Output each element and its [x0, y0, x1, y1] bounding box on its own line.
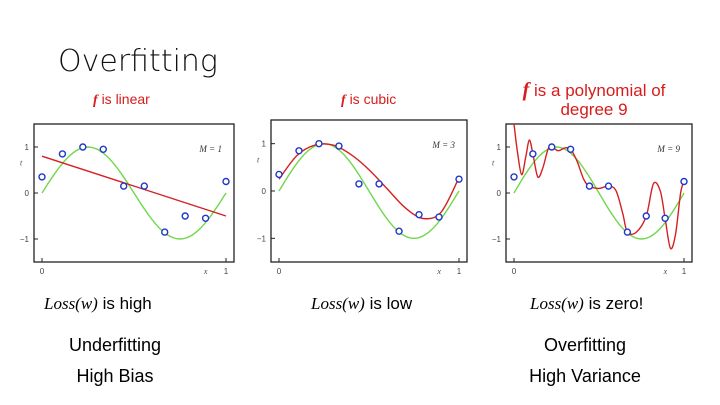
y-axis-label: t — [492, 158, 495, 167]
data-point — [585, 182, 594, 190]
fitted-curve-line — [278, 143, 460, 220]
true-function-line — [278, 142, 460, 240]
y-tick-label: −1 — [257, 234, 267, 243]
data-point — [375, 180, 383, 188]
f-symbol: f — [341, 93, 346, 108]
data-point — [275, 170, 283, 179]
data-point — [315, 139, 323, 148]
x-tick-label: 0 — [277, 267, 282, 276]
data-point — [566, 145, 575, 153]
underfitting-note: Underfitting High Bias — [40, 330, 190, 392]
true-function-line — [513, 146, 685, 240]
x-tick-label: 0 — [512, 267, 517, 276]
data-point — [529, 150, 537, 158]
y-tick-label: −1 — [20, 235, 30, 244]
data-point — [181, 212, 189, 220]
loss-label-linear: Loss(w) is high — [44, 294, 152, 314]
y-tick-label: −1 — [492, 235, 502, 244]
panel-2-title: f is cubic — [341, 92, 396, 109]
panel-3-title: f is a polynomial of degree 9 — [514, 80, 674, 119]
data-point — [119, 182, 128, 190]
loss-label-degree-9: Loss(w) is zero! — [530, 294, 643, 314]
x-tick-label: 1 — [457, 267, 462, 276]
fitted-curve-line — [41, 155, 227, 217]
data-point — [435, 213, 443, 221]
y-axis-label: t — [20, 158, 23, 167]
model-label: M = 3 — [431, 140, 455, 150]
panel-1-title-text: is linear — [101, 91, 150, 107]
x-tick-label: 1 — [682, 267, 687, 276]
slide-title: Overfitting — [58, 44, 218, 79]
data-point — [415, 210, 423, 219]
x-tick-label: 1 — [224, 267, 229, 276]
data-point — [355, 180, 363, 188]
data-point — [680, 177, 688, 186]
y-tick-label: 0 — [497, 189, 502, 198]
y-tick-label: 0 — [262, 187, 267, 196]
data-point — [161, 228, 169, 236]
model-label: M = 1 — [198, 144, 222, 154]
loss-expression: Loss(w) — [44, 294, 98, 313]
data-point — [58, 150, 67, 158]
plot-degree-9: 1 0 −1 t 0 1 x M = 9 — [492, 123, 693, 276]
model-label: M = 9 — [656, 144, 680, 154]
f-symbol: f — [522, 79, 530, 101]
overfitting-note: Overfitting High Variance — [510, 330, 660, 392]
loss-expression: Loss(w) — [311, 294, 365, 313]
high-variance-label: High Variance — [529, 366, 641, 386]
data-point — [604, 182, 613, 190]
x-tick-label: 0 — [40, 267, 45, 276]
plot-cubic: 1 0 −1 t 0 1 x M = 3 — [257, 119, 468, 276]
x-axis-label: x — [203, 267, 208, 276]
data-point — [623, 228, 632, 236]
data-point — [395, 227, 403, 235]
data-point — [222, 177, 230, 186]
plot-linear: 1 0 −1 t 0 1 x M = 1 — [20, 123, 235, 276]
y-tick-label: 1 — [25, 143, 30, 152]
loss-value: is low — [369, 294, 413, 313]
underfitting-label: Underfitting — [68, 335, 162, 355]
loss-expression: Loss(w) — [530, 294, 584, 313]
x-axis-label: x — [436, 267, 441, 276]
data-point — [510, 173, 518, 181]
f-symbol: f — [93, 93, 98, 108]
data-point — [140, 182, 149, 190]
y-tick-label: 1 — [497, 143, 502, 152]
data-point — [201, 214, 210, 223]
data-point — [661, 214, 669, 223]
panel-1-title: f is linear — [93, 92, 150, 109]
loss-value: is zero! — [588, 294, 644, 313]
data-point — [79, 143, 87, 151]
loss-label-cubic: Loss(w) is low — [311, 294, 412, 314]
y-tick-label: 0 — [25, 189, 30, 198]
data-point — [548, 143, 556, 151]
overfitting-label: Overfitting — [543, 335, 627, 355]
loss-value: is high — [102, 294, 152, 313]
panel-3-title-text: is a polynomial of degree 9 — [534, 81, 666, 119]
true-function-line — [41, 146, 227, 240]
data-point — [455, 175, 463, 183]
panel-2-title-text: is cubic — [349, 91, 397, 107]
data-point — [642, 212, 650, 220]
data-point — [99, 145, 107, 153]
y-axis-label: t — [257, 156, 260, 165]
data-point — [335, 142, 343, 150]
data-point — [38, 173, 46, 181]
y-tick-label: 1 — [262, 140, 267, 149]
data-point — [295, 147, 303, 155]
x-axis-label: x — [663, 267, 668, 276]
high-bias-label: High Bias — [76, 366, 154, 386]
